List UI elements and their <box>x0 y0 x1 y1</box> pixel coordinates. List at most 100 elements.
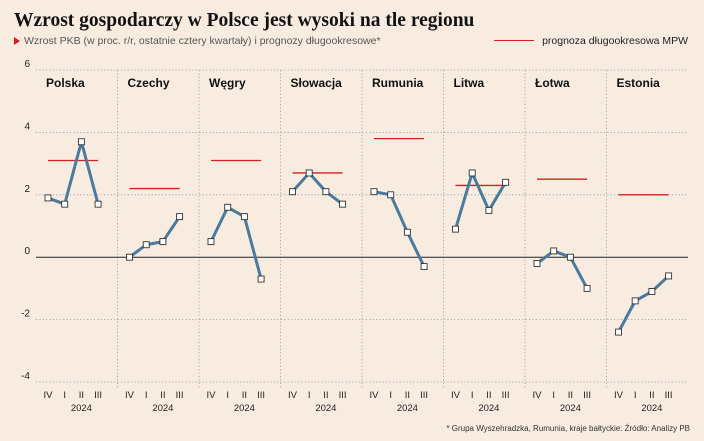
data-point <box>224 203 232 211</box>
y-tick-label: 2 <box>24 184 30 195</box>
data-point <box>502 178 510 186</box>
data-point <box>533 259 541 267</box>
quarter-label: IV <box>533 390 543 401</box>
quarter-label: IV <box>125 390 135 401</box>
data-point <box>257 275 265 283</box>
quarter-label: III <box>665 390 673 401</box>
data-point <box>77 138 85 146</box>
quarter-label: I <box>226 390 229 401</box>
data-point <box>631 297 639 305</box>
series-line <box>617 274 671 334</box>
panel-title: Łotwa <box>535 76 570 90</box>
series-line <box>372 190 426 269</box>
data-point <box>240 213 248 221</box>
y-tick-label: -4 <box>21 371 30 382</box>
data-point <box>159 238 167 246</box>
panel-title: Rumunia <box>372 76 424 90</box>
data-point <box>305 169 313 177</box>
year-label: 2024 <box>315 403 336 414</box>
quarter-label: III <box>420 390 428 401</box>
quarter-label: IV <box>451 390 461 401</box>
triangle-marker-icon <box>14 37 20 45</box>
quarter-label: II <box>160 390 165 401</box>
series-line <box>535 249 589 290</box>
data-point <box>289 188 296 196</box>
data-point <box>176 213 184 221</box>
quarter-label: I <box>471 390 474 401</box>
data-point <box>207 238 215 246</box>
legend-forecast-label: prognoza długookresowa MPW <box>542 35 688 47</box>
panel-title: Węgry <box>209 76 246 90</box>
series-line <box>454 171 508 231</box>
quarter-label: I <box>634 390 637 401</box>
quarter-label: IV <box>44 390 54 401</box>
chart-subtitle: Wzrost PKB (w proc. r/r, ostatnie cztery… <box>14 35 381 47</box>
footnote: * Grupa Wyszehradzka, Rumunia, kraje bał… <box>446 424 690 433</box>
quarter-label: II <box>649 390 654 401</box>
quarter-label: I <box>145 390 148 401</box>
quarter-label: II <box>79 390 84 401</box>
data-point <box>420 263 428 271</box>
quarter-label: IV <box>207 390 217 401</box>
year-label: 2024 <box>641 403 662 414</box>
y-tick-label: -2 <box>21 309 30 320</box>
data-point <box>61 200 69 208</box>
quarter-label: III <box>94 390 102 401</box>
data-point <box>44 194 52 202</box>
quarter-label: I <box>389 390 392 401</box>
data-point <box>94 200 102 208</box>
data-point <box>126 253 133 261</box>
quarter-label: II <box>242 390 247 401</box>
data-point <box>339 200 347 208</box>
quarter-label: III <box>583 390 591 401</box>
quarter-label: II <box>323 390 328 401</box>
data-point <box>550 247 558 255</box>
data-point <box>322 188 330 196</box>
data-point <box>370 188 378 196</box>
year-label: 2024 <box>397 403 418 414</box>
data-point <box>387 191 395 199</box>
chart-title: Wzrost gospodarczy w Polsce jest wysoki … <box>14 10 475 31</box>
quarter-label: III <box>176 390 184 401</box>
data-point <box>566 253 574 261</box>
quarter-label: I <box>63 390 66 401</box>
quarter-label: I <box>308 390 311 401</box>
quarter-label: IV <box>288 390 298 401</box>
legend-forecast-swatch <box>494 39 535 41</box>
quarter-label: IV <box>614 390 624 401</box>
panel-title: Polska <box>46 76 85 90</box>
y-tick-label: 0 <box>24 246 30 257</box>
data-point <box>485 206 493 214</box>
data-point <box>583 284 591 292</box>
quarter-label: III <box>502 390 510 401</box>
panel-title: Estonia <box>617 76 661 90</box>
data-point <box>452 225 459 233</box>
data-point <box>403 228 411 236</box>
quarter-label: III <box>339 390 347 401</box>
legend: prognoza długookresowa MPW <box>494 35 688 47</box>
year-label: 2024 <box>234 403 255 414</box>
data-point <box>468 169 476 177</box>
quarter-label: II <box>568 390 573 401</box>
series-line <box>128 215 182 259</box>
quarter-label: II <box>405 390 410 401</box>
series-line <box>291 171 345 206</box>
panel-title: Litwa <box>454 76 485 90</box>
year-label: 2024 <box>71 403 92 414</box>
panel-title: Czechy <box>128 76 170 90</box>
year-label: 2024 <box>560 403 581 414</box>
quarter-label: I <box>552 390 555 401</box>
subtitle-text: Wzrost PKB (w proc. r/r, ostatnie cztery… <box>24 35 381 47</box>
data-point <box>615 328 622 336</box>
year-label: 2024 <box>152 403 173 414</box>
series-line <box>46 140 100 206</box>
data-point <box>648 288 656 295</box>
y-tick-label: 4 <box>24 121 30 132</box>
series-line <box>209 205 263 281</box>
panel-title: Słowacja <box>291 76 343 90</box>
quarter-label: IV <box>370 390 380 401</box>
quarter-label: II <box>486 390 491 401</box>
data-point <box>142 241 150 249</box>
data-point <box>665 272 673 280</box>
